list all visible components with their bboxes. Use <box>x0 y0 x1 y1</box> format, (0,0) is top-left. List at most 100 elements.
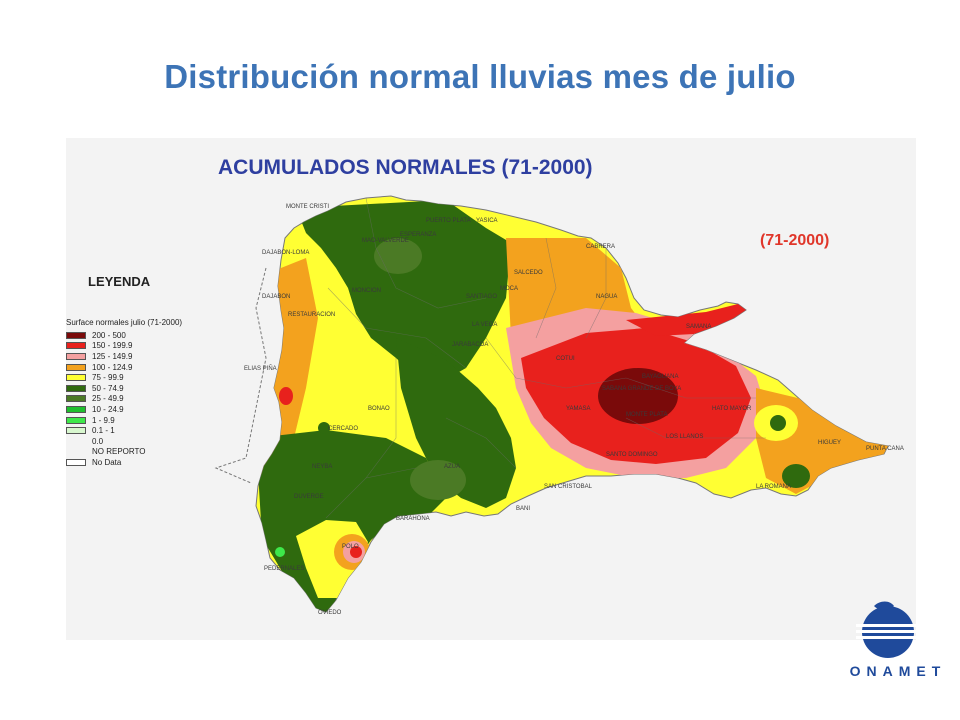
place-label: SANTIAGO <box>466 294 497 300</box>
legend-item: 0.1 - 1 <box>66 425 216 436</box>
place-label: MAO-VALVERDE <box>362 238 409 244</box>
place-label: MONTE PLATA <box>626 412 667 418</box>
place-label: SAN CRISTOBAL <box>544 484 593 490</box>
logo-text: ONAMET <box>849 663 947 679</box>
zone-25-49-patch <box>410 460 466 500</box>
legend-item: NO REPORTO <box>66 447 216 458</box>
place-label: DAJABON-LOMA <box>262 250 309 256</box>
place-label: OVIEDO <box>318 610 342 616</box>
legend-swatch <box>66 458 86 466</box>
legend-label: 0.1 - 1 <box>92 426 115 436</box>
place-label: COTUI <box>556 356 575 362</box>
legend-swatch <box>66 352 86 360</box>
legend-item: 50 - 74.9 <box>66 383 216 394</box>
legend-swatch <box>66 395 86 403</box>
legend-title: LEYENDA <box>88 274 151 289</box>
place-label: RESTAURACION <box>288 312 335 318</box>
place-label: LOS LLANOS <box>666 434 703 440</box>
legend-swatch <box>66 448 86 455</box>
place-label: AZUA <box>444 464 460 470</box>
zone-150-199-eliaspina <box>279 387 293 405</box>
place-label: SALCEDO <box>514 270 543 276</box>
legend-item: 25 - 49.9 <box>66 394 216 405</box>
legend-label: 150 - 199.9 <box>92 341 133 351</box>
legend-label: 1 - 9.9 <box>92 415 115 425</box>
place-label: PUNTA CANA <box>866 446 904 452</box>
place-label: MONTE CRISTI <box>286 204 329 210</box>
place-label: ELIAS PIÑA <box>244 365 277 372</box>
slide-title: Distribución normal lluvias mes de julio <box>164 58 796 95</box>
place-label: SABANA GRANDE DE BOYA <box>602 386 681 392</box>
zone-50-74-east-spot <box>770 415 786 431</box>
place-label: BONAO <box>368 406 390 412</box>
legend-items: 200 - 500 150 - 199.9 125 - 149.9 100 - 124… <box>66 330 216 468</box>
legend-swatch <box>66 427 86 435</box>
place-label: MOCA <box>500 286 518 292</box>
place-label: LA ROMANA <box>756 484 791 490</box>
legend-subtitle: Surface normales julio (71-2000) <box>66 318 183 327</box>
place-label: CERCADO <box>328 426 358 432</box>
legend-swatch <box>66 384 86 392</box>
zone-1-9-pedernales <box>275 547 285 557</box>
place-label: POLO <box>342 544 359 550</box>
zone-50-74-southeast <box>782 464 810 488</box>
place-label: YASICA <box>476 218 498 224</box>
place-label: HIGUEY <box>818 440 841 446</box>
place-label: CABRERA <box>586 244 615 250</box>
legend-label: 125 - 149.9 <box>92 351 133 361</box>
legend-swatch <box>66 416 86 424</box>
legend-swatch <box>66 438 86 445</box>
zone-150-199-samana <box>626 304 746 336</box>
legend-item: 1 - 9.9 <box>66 415 216 426</box>
place-label: BARAHONA <box>396 516 430 522</box>
legend-swatch <box>66 342 86 350</box>
period-note: (71-2000) <box>760 232 830 249</box>
place-label: MONCION <box>352 288 381 294</box>
place-label: SAMANA <box>686 324 711 330</box>
legend-item: 125 - 149.9 <box>66 351 216 362</box>
place-label: DUVERGE <box>294 494 324 500</box>
legend-label: 50 - 74.9 <box>92 383 124 393</box>
legend-item: 200 - 500 <box>66 330 216 341</box>
place-label: DAJABON <box>262 294 290 300</box>
onamet-logo-icon <box>856 601 922 658</box>
legend-item: 150 - 199.9 <box>66 341 216 352</box>
place-label: JARABACOA <box>452 342 488 348</box>
place-label: NAGUA <box>596 294 617 300</box>
map-heading: ACUMULADOS NORMALES (71-2000) <box>218 156 593 179</box>
zone-150-199-polo <box>350 546 362 558</box>
legend-label: 25 - 49.9 <box>92 394 124 404</box>
legend-item: 10 - 24.9 <box>66 404 216 415</box>
legend-item: 0.0 <box>66 436 216 447</box>
legend-swatch <box>66 363 86 371</box>
legend-item: 100 - 124.9 <box>66 362 216 373</box>
place-label: NEYBA <box>312 464 332 470</box>
legend-label: 200 - 500 <box>92 330 126 340</box>
legend-item: No Data <box>66 457 216 468</box>
place-label: SANTO DOMINGO <box>606 452 658 458</box>
legend-swatch <box>66 374 86 382</box>
place-labels: MONTE CRISTI DAJABON-LOMA DAJABON RESTAU… <box>244 204 904 616</box>
legend-label: 75 - 99.9 <box>92 373 124 383</box>
legend-swatch <box>66 331 86 339</box>
place-label: LA VEGA <box>472 322 497 328</box>
place-label: PUERTO PLATA <box>426 218 471 224</box>
place-label: ESPERANZA <box>400 232 436 238</box>
legend-label: 10 - 24.9 <box>92 404 124 414</box>
place-label: BAYAGUANA <box>642 374 678 380</box>
place-label: YAMASA <box>566 406 591 412</box>
legend-label: NO REPORTO <box>92 447 146 457</box>
rainfall-map: MONTE CRISTI DAJABON-LOMA DAJABON RESTAU… <box>214 195 904 616</box>
province-borders <box>325 197 766 519</box>
legend: Surface normales julio (71-2000) 200 - 5… <box>66 318 216 468</box>
border-haiti <box>214 267 267 484</box>
zone-25-49-patch <box>374 238 422 274</box>
place-label: HATO MAYOR <box>712 406 752 412</box>
zone-200-500-core <box>598 368 678 424</box>
place-label: PEDERNALES <box>264 566 304 572</box>
map-panel: MONTE CRISTI DAJABON-LOMA DAJABON RESTAU… <box>66 138 916 640</box>
zone-50-74-cercado <box>318 422 330 434</box>
legend-label: 0.0 <box>92 436 104 446</box>
legend-label: No Data <box>92 457 122 467</box>
legend-item: 75 - 99.9 <box>66 372 216 383</box>
